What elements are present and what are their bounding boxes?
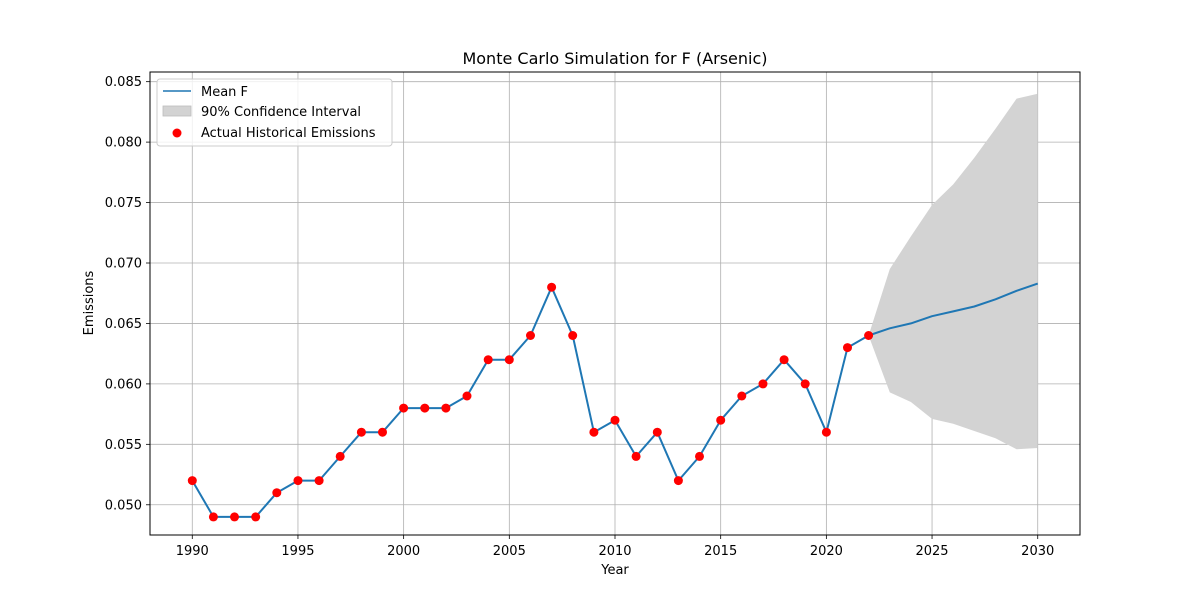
chart-title: Monte Carlo Simulation for F (Arsenic) <box>462 49 767 68</box>
actual-emission-point <box>399 403 409 413</box>
actual-emission-point <box>673 476 683 486</box>
actual-emission-point <box>652 427 662 437</box>
x-tick-label: 2020 <box>810 544 843 559</box>
y-tick-label: 0.065 <box>105 317 142 332</box>
actual-emission-point <box>589 427 599 437</box>
actual-emission-point <box>462 391 472 401</box>
actual-emission-point <box>378 427 387 437</box>
actual-emission-point <box>483 355 493 365</box>
x-axis-title: Year <box>600 563 629 578</box>
x-tick-label: 2025 <box>915 544 948 559</box>
x-tick-label: 2010 <box>598 544 631 559</box>
actual-emission-point <box>293 476 303 486</box>
actual-emission-point <box>695 451 704 461</box>
actual-emission-point <box>821 427 831 437</box>
actual-emission-point <box>568 331 578 340</box>
actual-emission-point <box>208 512 218 522</box>
y-tick-label: 0.075 <box>105 196 142 211</box>
y-tick-label: 0.080 <box>105 136 142 151</box>
actual-emission-point <box>230 512 239 522</box>
y-tick-label: 0.085 <box>105 75 142 90</box>
actual-emission-point <box>547 282 557 292</box>
actual-emission-point <box>610 415 620 425</box>
legend-band-swatch <box>162 105 192 117</box>
actual-emission-point <box>716 415 726 425</box>
x-tick-label: 2005 <box>493 544 526 559</box>
x-tick-label: 2030 <box>1021 544 1054 559</box>
actual-emission-point <box>314 476 324 486</box>
legend-mean-label: Mean F <box>201 85 248 100</box>
x-tick-label: 2015 <box>704 544 737 559</box>
legend-box <box>156 78 393 147</box>
confidence-interval-band <box>868 93 1038 450</box>
y-tick-label: 0.050 <box>105 498 142 513</box>
legend-band-label: 90% Confidence Interval <box>201 105 361 120</box>
actual-emission-point <box>356 427 366 437</box>
y-tick-label: 0.055 <box>105 438 142 453</box>
y-axis-title: Emissions <box>82 270 97 335</box>
legend: Mean F 90% Confidence Interval Actual Hi… <box>156 78 393 147</box>
x-tick-label: 1990 <box>176 544 209 559</box>
actual-emission-point <box>864 331 874 340</box>
actual-emission-point <box>251 512 261 522</box>
actual-emission-point <box>737 391 747 401</box>
grid <box>150 72 1080 535</box>
y-tick-label: 0.060 <box>105 377 142 392</box>
axis-ticks: 1990 1995 2000 2005 2010 2015 2020 2025 2030 0.05… <box>105 75 1054 559</box>
confidence-band-layer <box>868 93 1038 450</box>
y-tick-label: 0.070 <box>105 257 142 272</box>
actual-emission-point <box>779 355 789 365</box>
actual-emission-point <box>800 379 810 389</box>
actual-emission-point <box>631 451 641 461</box>
actual-emission-point <box>187 476 197 486</box>
actual-emission-point <box>843 343 852 353</box>
actual-emission-point <box>272 488 282 498</box>
actual-emission-point <box>441 403 451 413</box>
actual-emission-point <box>335 451 345 461</box>
actual-emission-point <box>420 403 430 413</box>
legend-actual-swatch <box>172 128 182 138</box>
actual-points-layer <box>187 282 874 522</box>
legend-actual-label: Actual Historical Emissions <box>201 126 376 141</box>
actual-emission-point <box>526 331 535 340</box>
x-tick-label: 1995 <box>281 544 314 559</box>
x-tick-label: 2000 <box>387 544 420 559</box>
actual-emission-point <box>504 355 514 365</box>
actual-emission-point <box>758 379 768 389</box>
